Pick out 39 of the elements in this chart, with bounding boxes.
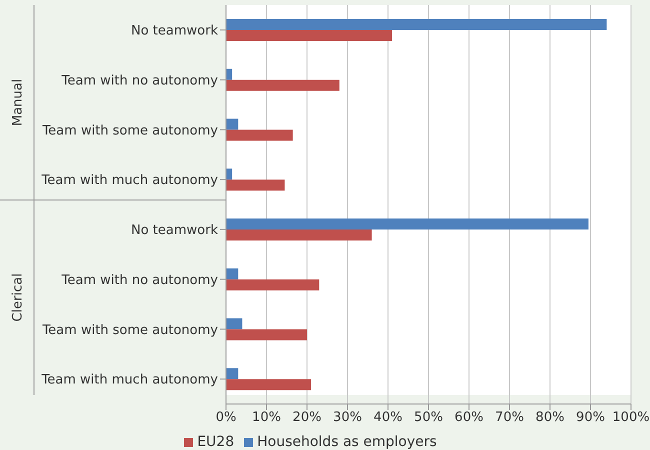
bar [226, 19, 607, 30]
text: Manual [10, 78, 26, 126]
bar [226, 180, 285, 191]
x-tick-label: 10% [252, 410, 281, 426]
x-tick-label: 80% [536, 410, 564, 426]
y-tick-label: Team with much autonomy [40, 372, 218, 388]
bar [226, 30, 392, 41]
bar [226, 118, 238, 130]
x-tick-label: 20% [292, 410, 322, 426]
y-tick-label: No teamwork [131, 223, 218, 238]
legend-label: Households as employers [257, 434, 437, 450]
bar [226, 230, 372, 240]
bar [226, 318, 242, 330]
x-tick-label: 40% [374, 410, 402, 426]
x-tick-label: 0% [216, 410, 236, 426]
bar [226, 368, 238, 380]
y-tick-label: Team with no autonomy [60, 272, 218, 288]
bar [226, 80, 340, 91]
y-tick-label: Team with no autonomy [60, 73, 218, 88]
bar [226, 218, 588, 230]
text: Clerical [10, 273, 26, 322]
y-tick-label: Team with much autonomy [40, 173, 218, 188]
bar [226, 279, 320, 290]
x-tick-label: 30% [333, 410, 362, 426]
x-tick-label: 50% [414, 410, 443, 426]
bar [226, 68, 232, 80]
x-tick-label: 60% [454, 410, 484, 426]
x-tick-label: 90% [576, 410, 605, 426]
bar [226, 268, 238, 280]
bar [226, 168, 232, 180]
bar [226, 130, 293, 141]
x-tick-label: 70% [495, 410, 524, 426]
y-tick-label: Team with some autonomy [41, 322, 218, 338]
bar [226, 379, 312, 390]
x-tick-label: 100% [612, 410, 650, 426]
y-tick-label: No teamwork [131, 24, 218, 39]
bar [226, 329, 307, 340]
legend-label: EU28 [197, 434, 234, 450]
y-tick-label: Team with some autonomy [41, 123, 218, 138]
